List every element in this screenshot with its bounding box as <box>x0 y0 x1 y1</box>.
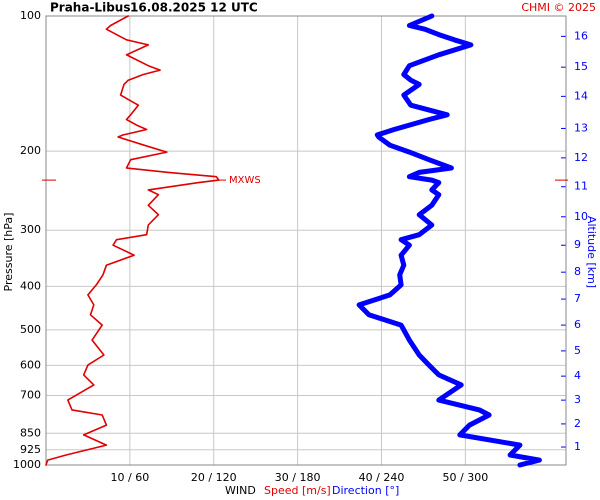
series-line <box>45 15 220 466</box>
legend-entry: Direction [°] <box>332 484 399 497</box>
y-tick-label: 400 <box>20 279 41 292</box>
y2-tick-label: 8 <box>574 265 581 278</box>
y-tick-label: 200 <box>20 144 41 157</box>
x-tick-label: 40 / 240 <box>359 471 405 484</box>
chart-title: Praha-Libus <box>50 1 130 15</box>
credit: CHMI © 2025 <box>521 1 596 14</box>
y2-tick-label: 13 <box>574 121 588 134</box>
x-tick-label: 10 / 60 <box>111 471 150 484</box>
y-tick-label: 925 <box>20 443 41 456</box>
legend-entry: Speed [m/s] <box>264 484 331 497</box>
chart-subtitle: 16.08.2025 12 UTC <box>130 1 258 15</box>
y2-tick-label: 4 <box>574 369 581 382</box>
annotation: MXWS <box>229 175 261 186</box>
y-tick-label: 700 <box>20 388 41 401</box>
series-line <box>356 13 542 468</box>
y2-tick-label: 7 <box>574 292 581 305</box>
y2-tick-label: 12 <box>574 151 588 164</box>
x-axis-label: WIND <box>225 484 256 497</box>
x-tick-label: 50 / 300 <box>443 471 489 484</box>
x-tick-label: 30 / 180 <box>275 471 321 484</box>
y2-tick-label: 2 <box>574 417 581 430</box>
y2-axis-label: Altitude [km] <box>585 216 598 288</box>
y2-tick-label: 3 <box>574 393 581 406</box>
y-tick-label: 600 <box>20 358 41 371</box>
plot-frame <box>45 15 567 466</box>
y2-tick-label: 15 <box>574 60 588 73</box>
y2-tick-label: 16 <box>574 29 588 42</box>
y-axis-label: Pressure [hPa] <box>2 213 15 292</box>
y2-tick-label: 11 <box>574 180 588 193</box>
y-tick-label: 850 <box>20 426 41 439</box>
y2-tick-label: 10 <box>574 210 588 223</box>
y-tick-label: 300 <box>20 223 41 236</box>
y-tick-label: 100 <box>20 9 41 22</box>
y2-tick-label: 6 <box>574 318 581 331</box>
y2-tick-label: 5 <box>574 344 581 357</box>
y-tick-label: 500 <box>20 323 41 336</box>
y2-tick-label: 1 <box>574 440 581 453</box>
x-tick-label: 20 / 120 <box>191 471 237 484</box>
y2-tick-label: 9 <box>574 238 581 251</box>
y2-tick-label: 14 <box>574 89 588 102</box>
y-tick-label: 1000 <box>13 458 41 471</box>
